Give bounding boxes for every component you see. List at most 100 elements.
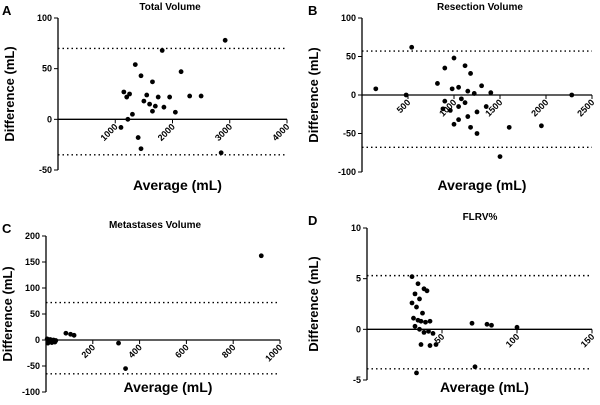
data-point [409, 274, 415, 280]
data-point [159, 48, 165, 53]
data-point [506, 124, 512, 130]
y-tick-label: 10 [351, 223, 361, 233]
data-point [45, 340, 51, 346]
data-point [440, 106, 446, 112]
data-point [172, 109, 178, 115]
data-point [412, 291, 418, 297]
x-axis-label: Average (mL) [124, 379, 213, 395]
data-point [409, 44, 415, 50]
data-point [373, 86, 379, 92]
data-point [418, 318, 424, 324]
data-point [414, 304, 419, 310]
data-point [427, 343, 433, 348]
data-point [442, 98, 448, 104]
panel-letter: B [308, 3, 317, 18]
data-point [403, 92, 409, 98]
data-point [427, 318, 433, 324]
x-tick-label: 2000 [156, 122, 177, 143]
y-tick-label: 100 [25, 283, 40, 293]
y-tick-label: 50 [346, 52, 356, 62]
y-tick-label: 0 [47, 114, 52, 124]
y-tick-label: -100 [338, 167, 356, 177]
x-axis-label: Average (mL) [133, 177, 222, 193]
data-point [474, 109, 480, 115]
data-point [125, 116, 131, 122]
data-point [484, 321, 490, 327]
x-axis-label: Average (mL) [440, 379, 529, 395]
data-point [49, 340, 55, 345]
data-point [442, 65, 448, 71]
y-tick-label: 150 [25, 257, 40, 267]
data-point [489, 322, 494, 328]
data-point [141, 98, 147, 104]
x-tick-label: 2000 [529, 97, 550, 118]
data-point [414, 370, 419, 376]
x-tick-label: 600 [173, 342, 191, 360]
data-point [417, 326, 422, 332]
data-point [451, 121, 457, 127]
data-point [483, 104, 489, 109]
data-point [124, 94, 130, 100]
data-point [411, 315, 416, 321]
x-tick-label: 500 [395, 97, 413, 115]
data-point [449, 86, 455, 92]
y-axis-label: Difference (mL) [306, 47, 321, 142]
data-point [150, 79, 155, 85]
data-point [435, 81, 440, 86]
data-point [116, 340, 121, 346]
data-point [456, 104, 461, 109]
data-point [420, 310, 425, 316]
data-point [417, 296, 422, 302]
data-point [456, 117, 461, 123]
data-point [488, 90, 494, 96]
data-point [426, 328, 431, 334]
data-point [474, 131, 480, 136]
data-point [465, 114, 471, 119]
data-point [471, 91, 477, 96]
x-tick-label: 400 [126, 342, 144, 360]
data-point [155, 94, 161, 100]
data-point [479, 83, 484, 89]
data-point [415, 281, 421, 287]
data-point [178, 69, 184, 75]
panel-a: A Total Volume -50 0 50 100 1000 2000 3000 4000 Av… [2, 2, 291, 193]
chart-title: Resection Volume [437, 2, 523, 13]
data-point [465, 88, 471, 94]
data-point [569, 92, 575, 98]
data-point [123, 366, 128, 371]
y-tick-label: 100 [341, 13, 356, 23]
data-point [138, 73, 144, 79]
x-tick-label: 200 [80, 342, 98, 360]
y-tick-label: 200 [25, 231, 40, 241]
y-tick-label: -50 [27, 361, 40, 371]
data-point [409, 300, 415, 306]
x-tick-label: 150 [579, 332, 597, 350]
data-point [458, 96, 464, 102]
y-tick-label: 0 [351, 90, 356, 100]
y-axis-label: Difference (mL) [0, 266, 15, 361]
data-point [468, 124, 473, 130]
data-point [118, 125, 124, 130]
panel-letter: A [2, 3, 12, 18]
x-tick-label: 1000 [437, 97, 458, 118]
y-tick-label: -50 [343, 129, 356, 139]
y-tick-label: 0 [356, 324, 361, 334]
data-point [514, 324, 520, 330]
data-point [430, 330, 436, 336]
x-tick-label: 100 [504, 332, 522, 350]
y-tick-label: 100 [37, 13, 52, 23]
data-point [451, 55, 457, 61]
data-point [161, 104, 167, 110]
data-point [456, 84, 461, 90]
data-point [497, 154, 503, 160]
x-tick-label: 1000 [263, 342, 284, 363]
data-point [462, 63, 468, 69]
x-axis-label: Average (mL) [438, 177, 527, 193]
x-tick-label: 800 [220, 342, 238, 360]
data-point [468, 71, 473, 76]
panel-c: C Metastases Volume -100 -50 0 50 100 150 200 200… [0, 220, 284, 397]
